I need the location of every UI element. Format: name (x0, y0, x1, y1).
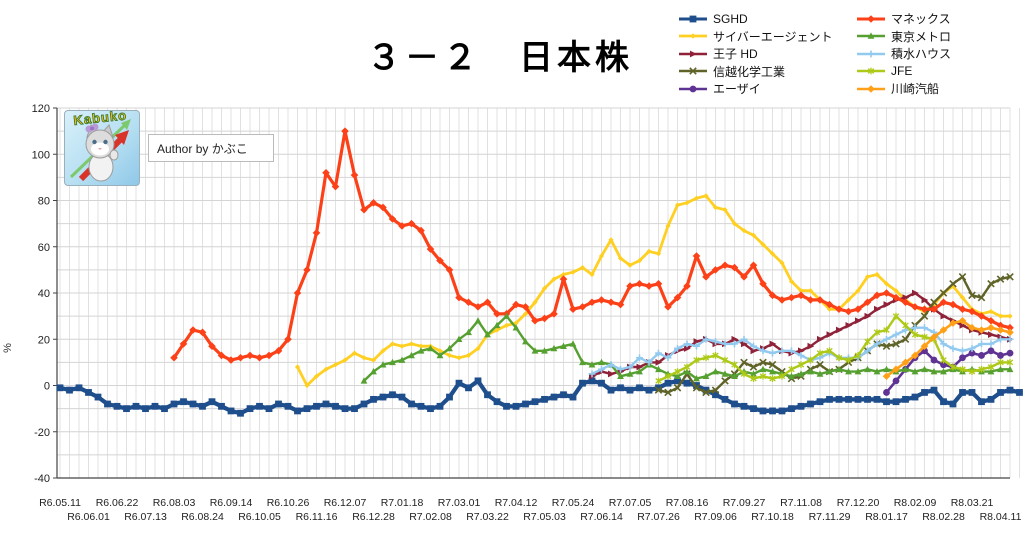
legend-item-マネックス: マネックス (856, 10, 951, 28)
y-axis-tick-labels: 120 100 80 60 40 20 0 -20 -40 (32, 103, 57, 485)
legend-item-サイバーエージェント: サイバーエージェント (678, 28, 833, 46)
y-tick-label: 80 (38, 196, 50, 208)
x-tick-label: R6.12.07 (324, 497, 367, 509)
x-tick-label: R7.05.03 (523, 511, 566, 523)
y-tick-label: 20 (38, 334, 50, 346)
y-tick-label: -40 (34, 473, 50, 485)
x-tick-label: R7.11.29 (809, 511, 851, 523)
x-tick-label: R6.08.24 (181, 511, 224, 523)
x-tick-label: R8.02.28 (922, 511, 965, 523)
legend-label: 東京メトロ (891, 29, 952, 44)
kabuko-logo-art: Kabuko (69, 111, 131, 182)
legend-marker-diamond-small-icon (679, 33, 707, 39)
series-サイバーエージェント (294, 193, 1013, 389)
kabuko-logo-text: Kabuko (73, 111, 128, 128)
x-tick-label: R6.06.22 (96, 497, 139, 509)
y-axis-unit-label: % (2, 343, 14, 353)
x-axis-tick-labels: R6.05.11 R6.06.01 R6.06.22 R6.07.13 R6.08.03… (39, 497, 1021, 523)
legend-marker-triangle-right-icon (679, 50, 707, 58)
legend-item-王子 HD: 王子 HD (678, 45, 833, 63)
x-tick-label: R6.05.11 (39, 497, 81, 509)
legend-item-エーザイ: エーザイ (678, 80, 833, 98)
series-川崎汽船 (882, 316, 1014, 381)
y-tick-label: 40 (38, 288, 50, 300)
y-tick-label: 60 (38, 242, 50, 254)
legend-item-JFE: JFE (856, 63, 951, 81)
x-tick-label: R6.12.28 (352, 511, 395, 523)
series-JFE (655, 312, 1014, 385)
legend-label: 積水ハウス (891, 47, 952, 62)
legend-marker-x-icon (679, 67, 707, 76)
series-マネックス (170, 127, 1014, 364)
x-tick-label: R7.08.16 (666, 497, 709, 509)
legend-marker-triangle-icon (857, 32, 885, 40)
x-tick-label: R8.02.09 (894, 497, 937, 509)
legend-item-SGHD: SGHD (678, 10, 833, 28)
x-tick-label: R7.07.26 (637, 511, 680, 523)
gridlines (57, 107, 1020, 478)
x-tick-label: R7.10.18 (751, 511, 794, 523)
x-tick-label: R6.10.05 (238, 511, 281, 523)
x-tick-label: R7.05.24 (552, 497, 595, 509)
chart-title: ３－２ 日本株 (367, 39, 633, 77)
legend-label: エーザイ (713, 82, 761, 97)
legend-label: JFE (891, 64, 913, 79)
legend-item-信越化学工業: 信越化学工業 (678, 63, 833, 81)
legend-column-2: マネックス東京メトロ積水ハウス JFE 川崎汽船 (856, 10, 951, 98)
x-tick-label: R7.09.27 (723, 497, 766, 509)
legend-label: 王子 HD (713, 47, 758, 62)
x-tick-label: R6.08.03 (153, 497, 196, 509)
x-tick-label: R7.09.06 (694, 511, 737, 523)
x-tick-label: R7.03.01 (438, 497, 481, 509)
legend-marker-circle-icon (679, 85, 707, 93)
y-tick-label: 100 (32, 149, 50, 161)
x-tick-label: R7.01.18 (381, 497, 424, 509)
x-tick-label: R7.06.14 (580, 511, 623, 523)
author-credit: Author by かぶこ (148, 134, 274, 162)
legend-label: SGHD (713, 11, 748, 26)
y-tick-label: 0 (44, 381, 50, 393)
x-tick-label: R6.10.26 (267, 497, 310, 509)
legend-marker-plus-icon (857, 50, 885, 58)
x-tick-label: R6.11.16 (296, 511, 338, 523)
kabuko-logo: Kabuko (64, 110, 140, 186)
legend-label: マネックス (891, 12, 951, 27)
x-tick-label: R7.04.12 (495, 497, 538, 509)
legend-item-積水ハウス: 積水ハウス (856, 45, 951, 63)
cat-icon (85, 123, 119, 182)
legend-item-東京メトロ: 東京メトロ (856, 28, 951, 46)
series-SGHD (56, 377, 1023, 417)
x-tick-label: R7.07.05 (609, 497, 652, 509)
legend-marker-asterisk-icon (857, 67, 885, 75)
x-tick-label: R8.04.11 (980, 511, 1022, 523)
x-tick-label: R7.12.20 (837, 497, 880, 509)
x-tick-label: R6.06.01 (67, 511, 110, 523)
legend-item-川崎汽船: 川崎汽船 (856, 80, 951, 98)
legend-marker-diamond-icon (857, 84, 885, 93)
x-tick-label: R7.02.08 (409, 511, 452, 523)
legend-marker-diamond-icon (857, 14, 885, 23)
y-tick-label: -20 (34, 427, 50, 439)
x-tick-label: R6.07.13 (124, 511, 167, 523)
legend-label: サイバーエージェント (713, 29, 833, 44)
x-tick-label: R7.11.08 (780, 497, 822, 509)
x-tick-label: R7.03.22 (466, 511, 509, 523)
x-tick-label: R6.09.14 (210, 497, 253, 509)
y-tick-label: 120 (32, 103, 50, 115)
legend-column-1: SGHD サイバーエージェント 王子 HD 信越化学工業 エーザイ (678, 10, 833, 98)
legend-label: 川崎汽船 (891, 82, 940, 97)
legend-label: 信越化学工業 (713, 64, 786, 79)
x-tick-label: R8.03.21 (951, 497, 994, 509)
legend-marker-square-icon (679, 15, 707, 23)
x-tick-label: R8.01.17 (865, 511, 908, 523)
